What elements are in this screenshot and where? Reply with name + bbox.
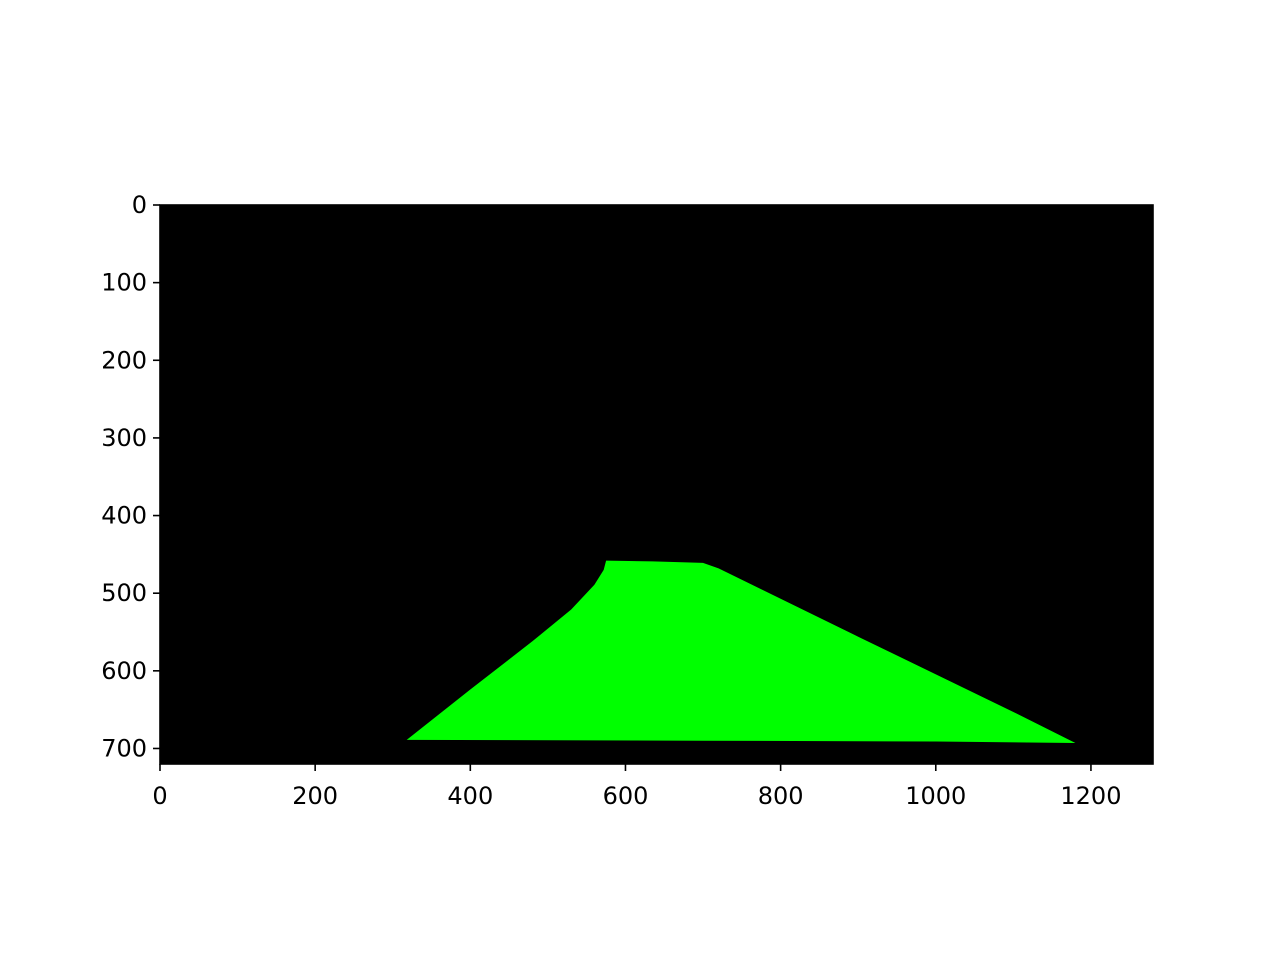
y-tick-label: 400 [101,502,147,530]
x-axis: 0 200 400 600 800 1000 1200 [152,764,1121,810]
x-tick-label: 1000 [905,782,966,810]
x-tick-label: 600 [603,782,649,810]
y-tick-label: 500 [101,579,147,607]
y-tick-label: 300 [101,424,147,452]
axes-frame [159,204,1154,765]
y-tick-label: 200 [101,346,147,374]
x-tick-label: 800 [758,782,804,810]
y-tick-label: 600 [101,657,147,685]
y-axis: 0 100 200 300 400 500 600 700 [101,191,160,762]
plot-area [159,204,1154,765]
lane-region [406,560,1076,743]
y-tick-label: 0 [132,191,147,219]
x-tick-label: 0 [152,782,167,810]
x-tick-label: 200 [292,782,338,810]
x-tick-label: 400 [447,782,493,810]
x-tick-label: 1200 [1060,782,1121,810]
y-tick-label: 100 [101,269,147,297]
y-tick-label: 700 [101,734,147,762]
